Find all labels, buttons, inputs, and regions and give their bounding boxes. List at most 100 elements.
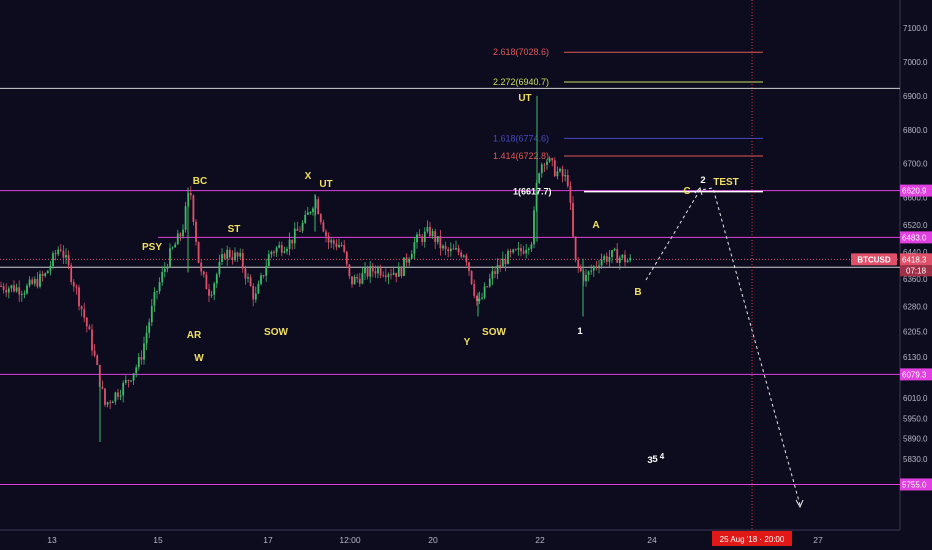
candle-body	[98, 364, 101, 387]
price-level-tag	[900, 231, 932, 244]
candle-body	[605, 256, 608, 262]
candle-body	[499, 265, 502, 267]
candle-body	[117, 392, 119, 397]
candle-body	[345, 251, 348, 265]
candle-body	[15, 287, 18, 292]
candle-body	[332, 240, 335, 244]
candle-body	[488, 278, 491, 287]
candle-body	[457, 248, 460, 253]
candle-body	[13, 285, 15, 292]
candle-body	[202, 271, 205, 275]
candle-body	[616, 249, 619, 263]
candle-body	[41, 273, 44, 276]
candle-body	[473, 283, 476, 296]
candle-body	[483, 286, 486, 298]
candle-body	[421, 236, 424, 242]
countdown-tag	[900, 265, 932, 277]
candle-body	[590, 270, 593, 272]
candle-body	[174, 244, 177, 248]
wyckoff-annotation: TEST	[713, 177, 739, 188]
candle-body	[80, 306, 83, 310]
candle-body	[608, 257, 611, 262]
candle-body	[556, 171, 559, 177]
candle-body	[72, 282, 75, 287]
candle-body	[397, 267, 400, 277]
candle-body	[65, 255, 67, 258]
candle-body	[400, 267, 403, 277]
candle-body	[538, 173, 541, 183]
fib-level-label: 2.272(6940.7)	[493, 77, 549, 87]
candle-body	[543, 164, 546, 166]
candle-body	[213, 283, 216, 295]
candle-body	[338, 245, 340, 248]
candle-body	[418, 234, 421, 237]
candle-body	[31, 279, 34, 284]
candle-body	[343, 245, 346, 252]
candle-body	[111, 401, 114, 404]
candle-body	[387, 274, 390, 278]
candle-body	[439, 236, 442, 249]
candle-body	[124, 380, 127, 383]
candle-body	[317, 199, 320, 215]
candle-body	[104, 388, 106, 405]
price-tick-label: 6130.0	[903, 353, 928, 362]
candle-body	[205, 274, 208, 290]
candle-body	[527, 248, 530, 250]
candle-body	[93, 350, 96, 356]
candle-body	[595, 266, 598, 268]
candle-body	[348, 264, 351, 277]
countdown-label: 07:18	[906, 266, 927, 275]
candle-body	[434, 231, 437, 243]
candle-body	[491, 271, 494, 279]
candle-body	[228, 249, 231, 258]
projection-path	[645, 187, 801, 506]
candle-body	[559, 168, 561, 172]
candle-body	[20, 294, 23, 296]
candle-body	[444, 245, 447, 250]
candle-body	[494, 271, 496, 274]
wave-count-label: 2	[700, 175, 705, 186]
candle-body	[265, 266, 268, 276]
candle-body	[374, 271, 377, 274]
candle-body	[426, 227, 429, 232]
candle-body	[273, 251, 275, 253]
candle-body	[189, 192, 192, 196]
candle-body	[132, 373, 135, 381]
candle-body	[59, 249, 62, 251]
candle-body	[143, 343, 145, 360]
candle-body	[67, 255, 70, 266]
candle-body	[171, 247, 174, 249]
time-tick-label: 13	[47, 535, 57, 545]
wyckoff-annotation: UT	[319, 179, 332, 190]
candle-body	[369, 266, 372, 277]
candle-body	[145, 332, 148, 344]
candle-body	[577, 259, 580, 267]
candle-body	[366, 268, 369, 277]
price-tick-label: 6800.0	[903, 126, 928, 135]
candle-body	[525, 249, 528, 254]
candle-body	[70, 265, 73, 283]
candle-body	[75, 286, 78, 288]
candle-body	[223, 254, 226, 259]
candle-body	[78, 287, 80, 307]
candle-body	[231, 257, 234, 260]
candle-body	[379, 268, 382, 276]
candle-body	[244, 268, 247, 279]
candle-body	[257, 283, 260, 294]
candle-body	[455, 248, 457, 250]
candle-body	[327, 236, 330, 243]
candle-body	[215, 274, 218, 284]
wave-count-label: 4	[660, 452, 665, 461]
candle-body	[44, 273, 47, 276]
time-tick-label: 12:00	[339, 535, 361, 545]
candle-body	[52, 253, 54, 266]
candle-body	[275, 247, 278, 253]
candle-body	[210, 294, 213, 296]
candle-body	[122, 382, 125, 396]
candle-body	[278, 245, 281, 248]
crosshair-time-tag	[712, 531, 792, 546]
price-level-tag-label: 6483.0	[902, 233, 927, 242]
candle-body	[5, 289, 8, 293]
candle-body	[247, 277, 249, 279]
